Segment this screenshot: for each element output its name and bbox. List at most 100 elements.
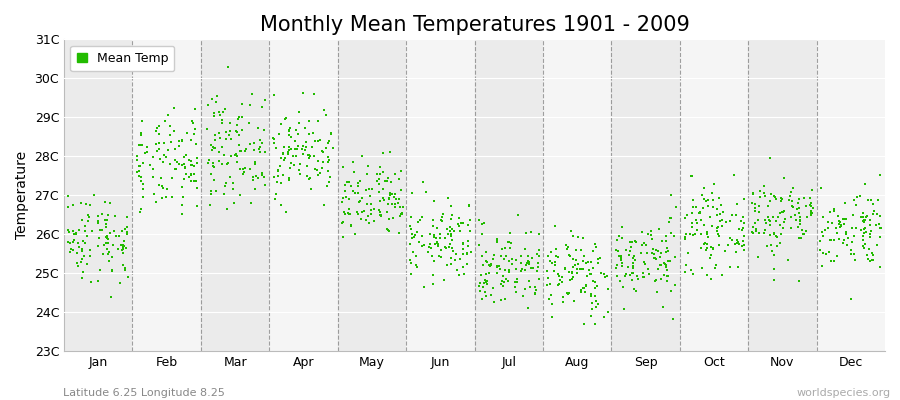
Point [336,218,350,225]
Point [133,209,148,215]
Point [710,228,724,234]
Point [509,289,524,295]
Point [102,258,116,264]
Point [656,304,670,311]
Point [805,210,819,217]
Point [772,210,787,216]
Point [565,274,580,280]
Point [520,253,535,259]
Point [707,181,722,187]
Point [478,289,492,295]
Point [860,213,874,219]
Point [394,168,409,174]
Point [299,139,313,146]
Point [388,170,402,177]
Point [770,234,784,240]
Point [158,118,172,124]
Point [847,232,861,239]
Point [490,236,504,242]
Point [392,196,406,202]
Point [295,146,310,152]
Point [148,199,163,206]
Point [364,210,378,217]
Point [869,241,884,248]
Point [804,202,818,209]
Point [381,174,395,181]
Point [663,214,678,221]
Point [205,143,220,150]
Point [859,229,873,236]
Point [636,258,651,265]
Point [81,212,95,218]
Point [684,267,698,273]
Point [423,244,437,251]
Point [487,298,501,305]
Point [714,211,728,218]
Point [510,278,525,285]
Point [242,120,256,126]
Point [783,193,797,199]
Point [94,211,109,218]
Point [477,219,491,226]
Point [474,253,489,259]
Point [70,250,85,256]
Point [515,266,529,272]
Point [580,272,594,279]
Point [460,250,474,256]
Point [415,233,429,240]
Point [283,132,297,138]
Point [792,220,806,227]
Point [745,199,760,206]
Point [77,240,92,247]
Point [706,246,720,253]
Point [731,264,745,270]
Point [591,301,606,307]
Point [234,148,248,154]
Point [282,175,296,181]
Point [767,230,781,236]
Bar [816,39,885,351]
Point [250,175,265,182]
Point [308,138,322,144]
Point [597,271,611,278]
Point [235,127,249,134]
Point [184,161,198,168]
Point [302,130,316,137]
Point [766,214,780,220]
Point [665,316,680,322]
Point [404,270,419,277]
Point [858,224,872,231]
Point [724,212,739,219]
Point [255,140,269,146]
Point [63,248,77,255]
Point [385,191,400,198]
Point [101,251,115,258]
Point [153,156,167,162]
Point [651,248,665,254]
Point [579,282,593,288]
Point [572,261,586,268]
Point [100,246,114,252]
Point [701,202,716,209]
Point [351,190,365,197]
Point [699,198,714,204]
Point [784,214,798,220]
Point [426,281,440,288]
Point [526,265,540,272]
Point [718,218,733,225]
Point [152,131,166,137]
Point [819,251,833,257]
Point [218,106,232,112]
Point [727,172,742,178]
Point [208,132,222,138]
Point [253,149,267,155]
Point [284,134,298,140]
Point [716,222,730,229]
Point [694,216,708,223]
Point [430,239,445,246]
Point [513,260,527,266]
Point [255,171,269,178]
Point [541,253,555,259]
Point [706,197,720,204]
Point [835,240,850,246]
